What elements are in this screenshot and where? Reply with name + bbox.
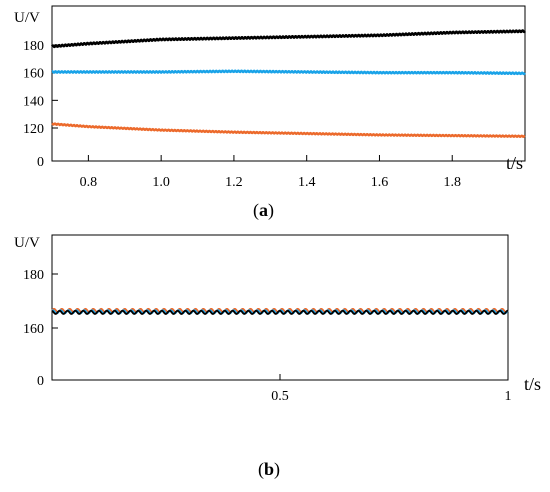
chart-b-x-tick-label: 1	[505, 389, 512, 404]
chart-a-x-ticks: 0.8 1.0 1.2 1.4 1.6 1.8	[80, 155, 461, 190]
chart-a-xlabel: t/s	[506, 153, 523, 173]
chart-a-series-line	[51, 122, 526, 139]
chart-a-y-tick-label: 140	[23, 94, 44, 109]
chart-b-caption-letter: b	[264, 459, 274, 479]
chart-a-x-tick-label: 1.4	[298, 175, 316, 190]
chart-a-frame	[51, 5, 526, 162]
chart-b-y-tick-label: 180	[23, 268, 44, 283]
chart-a-series-line	[51, 69, 526, 76]
chart-a-y-ticks: 0 120 140 160 180	[23, 39, 58, 170]
chart-a-y-tick-label: 180	[23, 39, 44, 54]
chart-b-x-tick-label: 0.5	[271, 389, 289, 404]
chart-b-xlabel: t/s	[524, 374, 541, 394]
chart-b-y-tick-label: 160	[23, 322, 44, 337]
chart-a-series	[51, 29, 526, 139]
chart-b-y-tick-label: 0	[37, 374, 44, 389]
chart-a-caption-letter: a	[259, 200, 268, 220]
chart-a-x-tick-label: 1.0	[152, 175, 170, 190]
chart-b-x-ticks: 0.5 1	[271, 374, 512, 404]
chart-b-y-ticks: 0 160 180	[23, 268, 58, 389]
chart-a-x-tick-label: 1.8	[443, 175, 461, 190]
chart-b-caption: (b)	[258, 459, 280, 480]
chart-a-y-tick-label: 0	[37, 155, 44, 170]
chart-a-y-tick-label: 120	[23, 122, 44, 137]
chart-a: U/V t/s 0 120 140 160 180 0.8 1.0 1.2 1.4 1.6 1.8…	[14, 5, 526, 221]
chart-b-series-line	[51, 309, 509, 315]
chart-b-ylabel: U/V	[14, 235, 40, 251]
chart-a-x-tick-label: 1.2	[225, 175, 243, 190]
chart-a-x-tick-label: 1.6	[371, 175, 389, 190]
chart-b-series	[51, 307, 509, 315]
chart-a-y-tick-label: 160	[23, 67, 44, 82]
chart-a-x-tick-label: 0.8	[80, 175, 98, 190]
chart-a-ylabel: U/V	[14, 10, 40, 26]
chart-a-caption: (a)	[253, 200, 274, 221]
chart-a-series-line	[51, 29, 526, 49]
chart-b-frame	[51, 234, 509, 381]
